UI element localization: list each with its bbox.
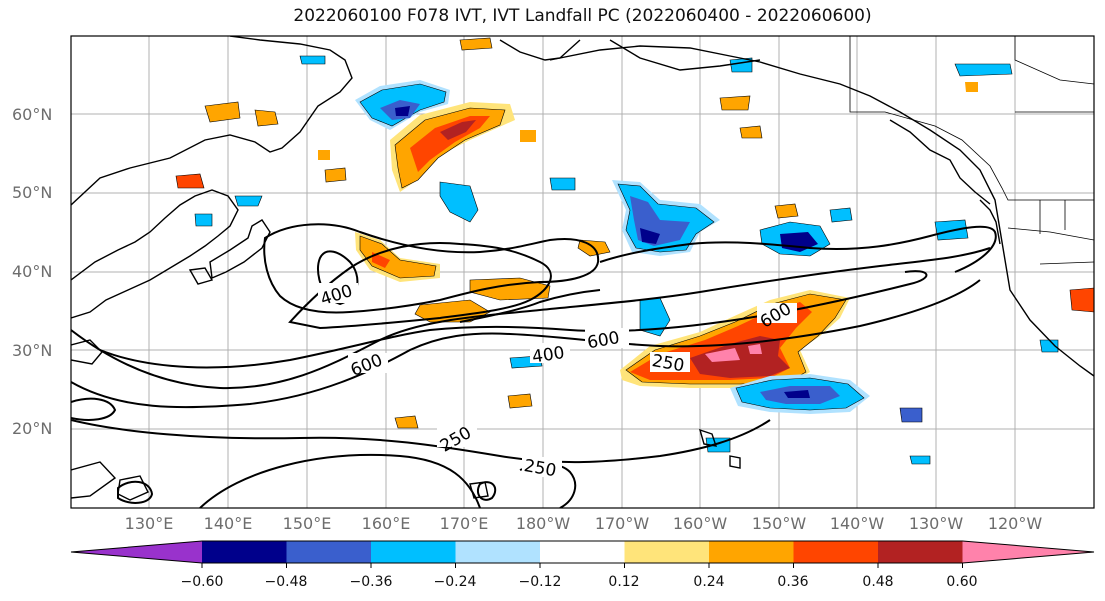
lon-label-180w: 180°W bbox=[515, 514, 571, 533]
colorbar-tick-label: −0.48 bbox=[264, 574, 308, 590]
ivt-contours bbox=[71, 223, 997, 508]
colorbar bbox=[70, 540, 1095, 568]
map-content: 400 600 400 600 600 250 250 250 bbox=[71, 36, 1094, 508]
lat-label-60n: 60°N bbox=[12, 105, 53, 124]
contour-label-boxes bbox=[318, 283, 797, 477]
colorbar-extend-min bbox=[71, 541, 202, 563]
lat-label-50n: 50°N bbox=[12, 183, 53, 202]
colorbar-bin-8 bbox=[793, 541, 878, 563]
colorbar-bin-3 bbox=[371, 541, 456, 563]
lon-label-160e: 160°E bbox=[361, 514, 411, 533]
political-boundaries bbox=[849, 36, 1094, 265]
colorbar-bin-7 bbox=[709, 541, 794, 563]
negative-pc-shading bbox=[194, 55, 1059, 465]
lon-label-140w: 140°W bbox=[829, 514, 885, 533]
lon-label-170e: 170°E bbox=[439, 514, 489, 533]
colorbar-tick-label: 0.60 bbox=[946, 574, 978, 590]
coastlines bbox=[71, 36, 1094, 501]
lon-label-130w: 130°W bbox=[908, 514, 964, 533]
lat-label-30n: 30°N bbox=[12, 341, 53, 360]
lat-label-20n: 20°N bbox=[12, 419, 53, 438]
figure-title: 2022060100 F078 IVT, IVT Landfall PC (20… bbox=[293, 6, 872, 26]
colorbar-tick-label: −0.12 bbox=[518, 574, 562, 590]
contour-label-400-b: 400 bbox=[531, 343, 566, 367]
colorbar-bin-4 bbox=[455, 541, 540, 563]
colorbar-bin-6 bbox=[624, 541, 709, 563]
colorbar-tick-label: −0.60 bbox=[180, 574, 224, 590]
colorbar-tick-label: −0.24 bbox=[433, 574, 477, 590]
colorbar-bin-2 bbox=[286, 541, 371, 563]
lat-label-40n: 40°N bbox=[12, 262, 53, 281]
lon-label-120w: 120°W bbox=[987, 514, 1043, 533]
colorbar-bin-1 bbox=[202, 541, 287, 563]
colorbar-tick-label: 0.24 bbox=[693, 574, 725, 590]
colorbar-tick-label: −0.36 bbox=[349, 574, 393, 590]
lon-label-150e: 150°E bbox=[282, 514, 332, 533]
colorbar-tick-label: 0.36 bbox=[777, 574, 809, 590]
colorbar-tick-label: 0.12 bbox=[608, 574, 640, 590]
colorbar-extend-max bbox=[962, 541, 1094, 563]
colorbar-bin-5 bbox=[540, 541, 625, 563]
gridlines bbox=[71, 36, 1094, 508]
lon-label-150w: 150°W bbox=[751, 514, 807, 533]
colorbar-tick-label: 0.48 bbox=[862, 574, 894, 590]
lon-label-170w: 170°W bbox=[594, 514, 650, 533]
map-frame bbox=[70, 35, 1095, 509]
lon-label-140e: 140°E bbox=[203, 514, 253, 533]
colorbar-bin-9 bbox=[878, 541, 963, 563]
lon-label-130e: 130°E bbox=[124, 514, 174, 533]
lon-label-160w: 160°W bbox=[672, 514, 728, 533]
